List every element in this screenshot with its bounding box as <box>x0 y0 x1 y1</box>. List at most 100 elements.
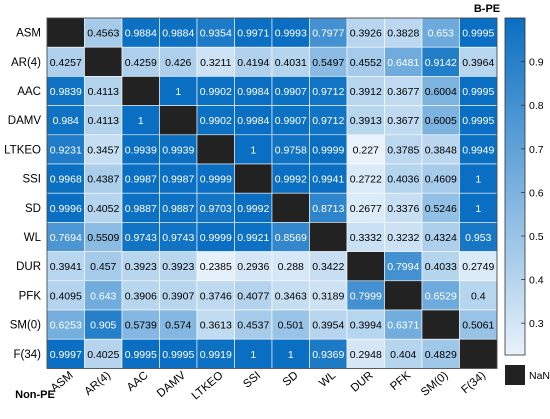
heatmap-frame <box>46 17 498 369</box>
cell-value-label: 0.6371 <box>387 320 419 332</box>
cell-value-label: 0.3211 <box>200 57 231 69</box>
cell-value-label: 0.9919 <box>200 349 232 361</box>
cell-value-label: 0.9941 <box>312 174 344 186</box>
heatmap-cell <box>346 280 385 311</box>
cell-value-label: 0.9743 <box>125 232 157 244</box>
row-label: PFK <box>19 290 42 302</box>
row-label: DAMV <box>8 115 42 127</box>
cell-value-label: 0.3189 <box>312 290 344 302</box>
heatmap-cell <box>309 105 348 136</box>
heatmap-cell <box>309 338 348 369</box>
cell-value-label: 0.9712 <box>312 115 344 127</box>
cell-value-label: 0.2936 <box>237 261 269 273</box>
cell-value-label: 0.9999 <box>200 232 232 244</box>
cell-value-label: 1 <box>250 349 256 361</box>
cell-value-label: 0.9902 <box>200 86 232 98</box>
cell-value-label: 0.6005 <box>425 115 457 127</box>
cell-value-label: 0.4563 <box>87 28 119 40</box>
row-label: SM(0) <box>10 320 41 332</box>
heatmap-cell <box>159 134 198 165</box>
heatmap-cell <box>84 46 123 77</box>
heatmap-cell <box>459 309 498 340</box>
heatmap-cell <box>384 192 423 223</box>
heatmap-cell <box>159 163 198 194</box>
cell-value-label: 0.9921 <box>237 232 269 244</box>
heatmap-cell <box>309 192 348 223</box>
heatmap-cell <box>271 338 310 369</box>
heatmap-cell <box>421 17 460 48</box>
cell-value-label: 0.4387 <box>87 174 119 186</box>
heatmap-cell <box>309 222 348 252</box>
cell-value-label: 0.9839 <box>50 86 82 98</box>
cell-value-label: 0.3994 <box>350 320 382 332</box>
heatmap-cell <box>271 105 310 136</box>
cell-value-label: 0.3907 <box>162 290 194 302</box>
column-label: PFK <box>388 369 413 393</box>
column-label: F(34) <box>459 369 488 396</box>
cell-value-label: 0.3746 <box>200 290 232 302</box>
cell-value-label: 0.9907 <box>275 115 307 127</box>
heatmap-cell <box>421 105 460 136</box>
cell-value-label: 0.953 <box>465 232 491 244</box>
heatmap-cell <box>309 76 348 106</box>
heatmap-cell <box>196 309 235 340</box>
heatmap-cell <box>121 309 160 340</box>
cell-value-label: 0.9949 <box>462 144 494 156</box>
cell-value-label: 0.9971 <box>237 28 269 40</box>
heatmap-cell <box>234 309 273 340</box>
heatmap-cell <box>384 134 423 165</box>
cell-value-label: 0.3913 <box>350 115 382 127</box>
heatmap-cell <box>159 222 198 252</box>
cell-value-label: 1 <box>138 115 144 127</box>
column-label: SSI <box>241 370 263 391</box>
heatmap-cell <box>46 338 85 369</box>
cell-value-label: 0.4036 <box>387 174 419 186</box>
heatmap-cell <box>459 338 498 369</box>
cell-value-label: 0.2749 <box>462 261 494 273</box>
heatmap-cell <box>46 192 85 223</box>
cell-value-label: 0.9703 <box>200 203 232 215</box>
cell-value-label: 0.7999 <box>350 290 382 302</box>
column-label: DUR <box>349 370 376 395</box>
cell-value-label: 0.6253 <box>50 320 82 332</box>
cell-value-label: 1 <box>475 174 481 186</box>
heatmap-cell <box>159 280 198 311</box>
cell-value-label: 0.457 <box>90 261 116 273</box>
cell-value-label: 0.3923 <box>125 261 157 273</box>
cell-value-label: 0.7694 <box>50 232 82 244</box>
cell-value-label: 0.4194 <box>237 57 269 69</box>
heatmap-cell <box>196 338 235 369</box>
cell-value-label: 0.653 <box>428 28 454 40</box>
cell-value-label: 0.3785 <box>387 144 419 156</box>
cell-value-label: 0.9995 <box>462 28 494 40</box>
cell-value-label: 0.4095 <box>50 290 82 302</box>
cell-value-label: 0.501 <box>278 320 304 332</box>
cell-value-label: 0.3332 <box>350 232 382 244</box>
cell-value-label: 0.905 <box>90 320 116 332</box>
cell-value-label: 0.984 <box>53 115 79 127</box>
heatmap-cell <box>459 46 498 77</box>
cell-value-label: 0.5061 <box>462 320 494 332</box>
row-label: ASM <box>16 28 41 40</box>
cell-value-label: 0.9968 <box>50 174 82 186</box>
column-label: SM(0) <box>419 369 451 398</box>
cell-value-label: 0.3828 <box>387 28 419 40</box>
cell-value-label: 0.4113 <box>88 86 119 98</box>
heatmap-cell <box>309 46 348 77</box>
heatmap-cell <box>271 163 310 194</box>
nan-legend-label: NaN <box>529 370 550 382</box>
cell-value-label: 0.8569 <box>275 232 307 244</box>
heatmap-cell <box>234 163 273 194</box>
cell-value-label: 0.9369 <box>312 349 344 361</box>
heatmap-cell <box>234 46 273 77</box>
heatmap-cell <box>234 134 273 165</box>
cell-value-label: 0.5739 <box>125 320 157 332</box>
cell-value-label: 0.4537 <box>237 320 269 332</box>
cell-value-label: 0.3964 <box>462 57 494 69</box>
cell-value-label: 0.9142 <box>425 57 457 69</box>
heatmap-cell <box>384 46 423 77</box>
colorbar-tick-label: 0.3 <box>529 318 544 330</box>
heatmap-cell <box>459 192 498 223</box>
heatmap-cell <box>121 76 160 106</box>
heatmap-cell <box>384 163 423 194</box>
